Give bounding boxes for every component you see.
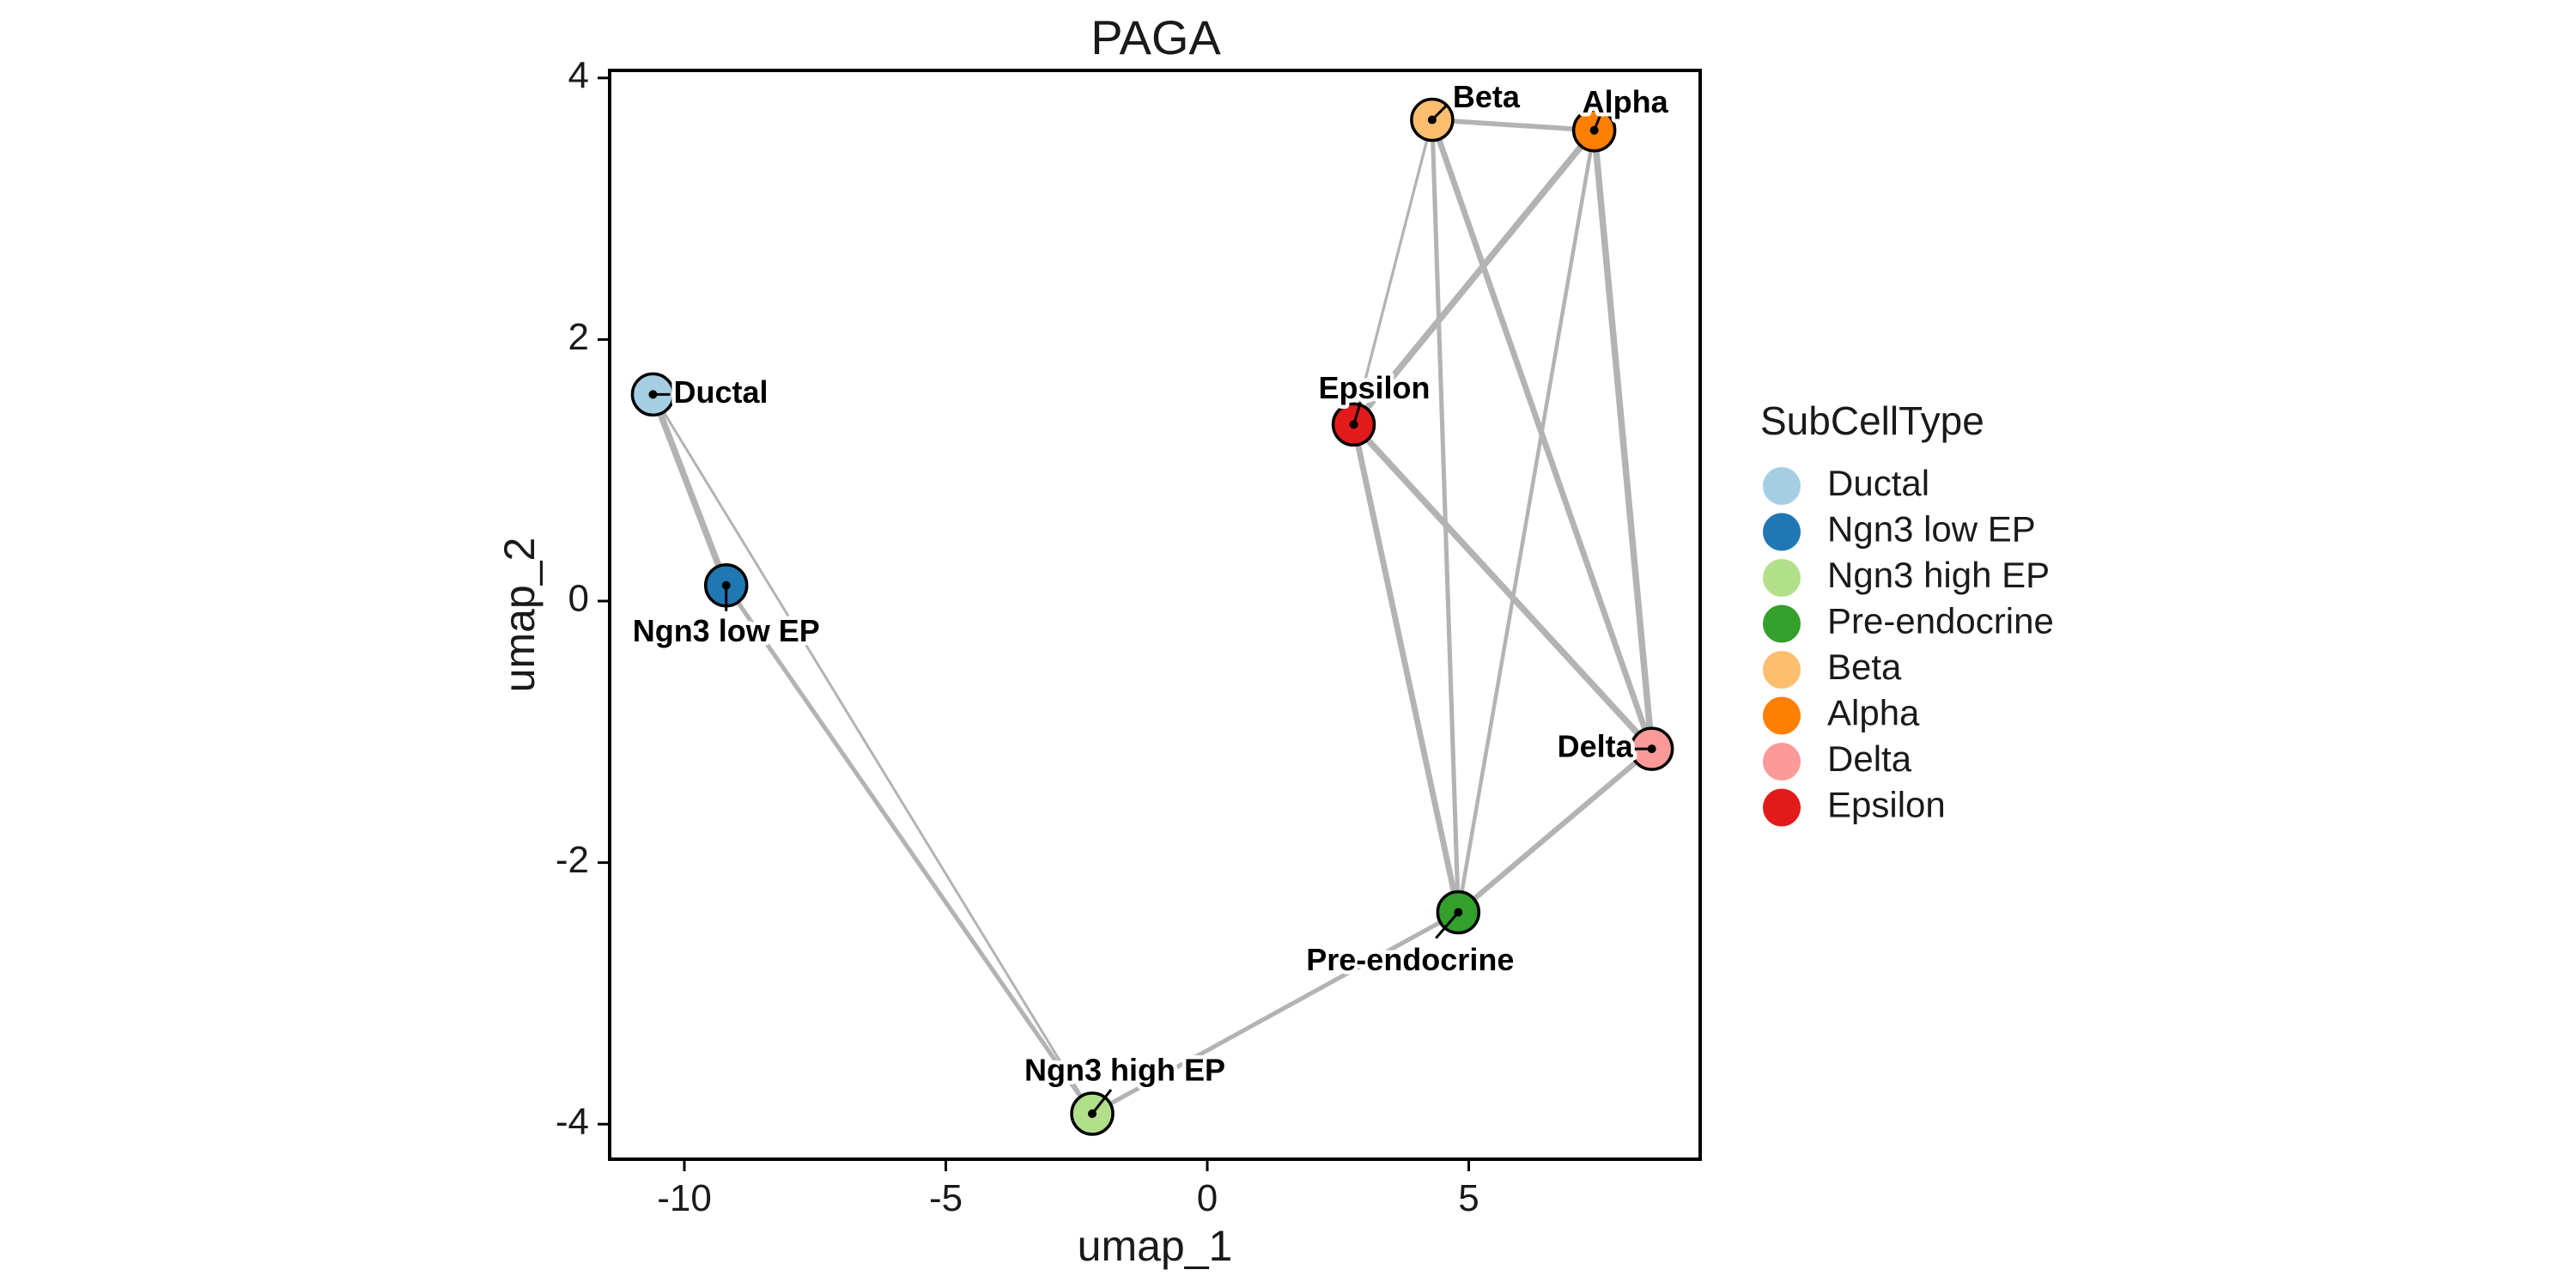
edge-ngn3-high-ep-pre-endocrine — [1090, 909, 1461, 1116]
node-label-beta: Beta — [1453, 79, 1521, 114]
node-labels-layer: Ductal Ngn3 low EP Ngn3 high EP Pre-endocri… — [629, 76, 1673, 1091]
leader-line-ngn3-high-ep — [1091, 1089, 1113, 1115]
legend-label-ductal: Ductal — [1827, 463, 1929, 503]
edge-pre-endocrine-epsilon — [1351, 421, 1461, 915]
x-tick-label: -5 — [929, 1177, 963, 1219]
legend-swatch-ductal — [1763, 467, 1801, 505]
y-tick-label: 0 — [568, 578, 589, 620]
node-center-ductal — [648, 390, 658, 399]
legend-items: Ductal Ngn3 low EP Ngn3 high EP Pre-endocri… — [1763, 463, 2054, 827]
node-label-delta: Delta — [1558, 729, 1634, 764]
node-center-delta — [1647, 744, 1656, 754]
node-center-pre-endocrine — [1454, 908, 1463, 917]
edge-epsilon-delta — [1350, 421, 1656, 752]
edge-epsilon-beta — [1352, 118, 1434, 427]
legend-swatch-delta — [1763, 743, 1801, 781]
nodes-layer — [630, 97, 1674, 1136]
legend: SubCellType Ductal Ngn3 low EP Ngn3 high E… — [1760, 398, 2054, 827]
edge-beta-delta — [1429, 117, 1656, 752]
legend-swatch-epsilon — [1763, 788, 1801, 827]
node-center-beta — [1427, 115, 1437, 125]
x-tick-label: 5 — [1458, 1177, 1479, 1219]
legend-swatch-ngn3-high-ep — [1763, 559, 1801, 597]
x-tick-label: 0 — [1197, 1177, 1218, 1219]
y-tick-label: -4 — [556, 1101, 589, 1143]
node-label-ngn3-high-ep: Ngn3 high EP — [1024, 1053, 1225, 1088]
edge-beta-alpha — [1430, 117, 1597, 133]
x-axis: -10 -5 0 5 — [657, 1159, 1479, 1219]
edges-layer — [649, 117, 1656, 1116]
legend-label-ngn3-high-ep: Ngn3 high EP — [1827, 555, 2050, 595]
legend-label-epsilon: Epsilon — [1827, 785, 1946, 825]
leader-line-pre-endocrine — [1435, 911, 1460, 939]
x-tick-label: -10 — [657, 1177, 712, 1219]
y-tick-label: 4 — [568, 54, 589, 96]
node-center-alpha — [1589, 125, 1599, 135]
edge-ductal-ngn3-low-ep — [649, 391, 730, 589]
node-label-pre-endocrine: Pre-endocrine — [1306, 942, 1514, 977]
node-label-alpha: Alpha — [1583, 84, 1669, 119]
legend-swatch-ngn3-low-ep — [1763, 513, 1801, 551]
edge-alpha-delta — [1590, 126, 1656, 752]
y-tick-label: 2 — [568, 316, 589, 358]
node-label-ductal: Ductal — [673, 374, 768, 410]
edge-pre-endocrine-beta — [1430, 117, 1461, 915]
node-center-ngn3-high-ep — [1088, 1109, 1097, 1119]
legend-title: SubCellType — [1760, 398, 1984, 443]
edge-pre-endocrine-alpha — [1456, 128, 1596, 914]
edge-pre-endocrine-delta — [1455, 745, 1655, 915]
legend-swatch-beta — [1763, 651, 1801, 689]
plot-frame — [608, 69, 1702, 1161]
y-axis: -4 -2 0 2 4 — [556, 54, 610, 1143]
node-center-ngn3-low-ep — [721, 580, 731, 590]
node-center-epsilon — [1349, 420, 1358, 429]
legend-swatch-alpha — [1763, 696, 1801, 735]
edge-ductal-ngn3-high-ep — [651, 392, 1094, 1115]
legend-label-delta: Delta — [1827, 738, 1912, 779]
edge-epsilon-alpha — [1350, 126, 1598, 428]
y-tick-label: -2 — [556, 839, 589, 881]
y-axis-title: umap_2 — [495, 538, 544, 693]
legend-label-alpha: Alpha — [1827, 693, 1920, 733]
legend-label-beta: Beta — [1827, 647, 1902, 687]
x-axis-title: umap_1 — [1078, 1222, 1233, 1270]
node-label-epsilon: Epsilon — [1319, 370, 1431, 405]
node-label-ngn3-low-ep: Ngn3 low EP — [633, 613, 820, 648]
chart-title: PAGA — [1091, 10, 1221, 64]
edge-ngn3-low-ep-ngn3-high-ep — [724, 583, 1095, 1116]
legend-label-pre-endocrine: Pre-endocrine — [1827, 601, 2054, 641]
legend-swatch-pre-endocrine — [1763, 605, 1801, 643]
legend-label-ngn3-low-ep: Ngn3 low EP — [1827, 509, 2036, 550]
